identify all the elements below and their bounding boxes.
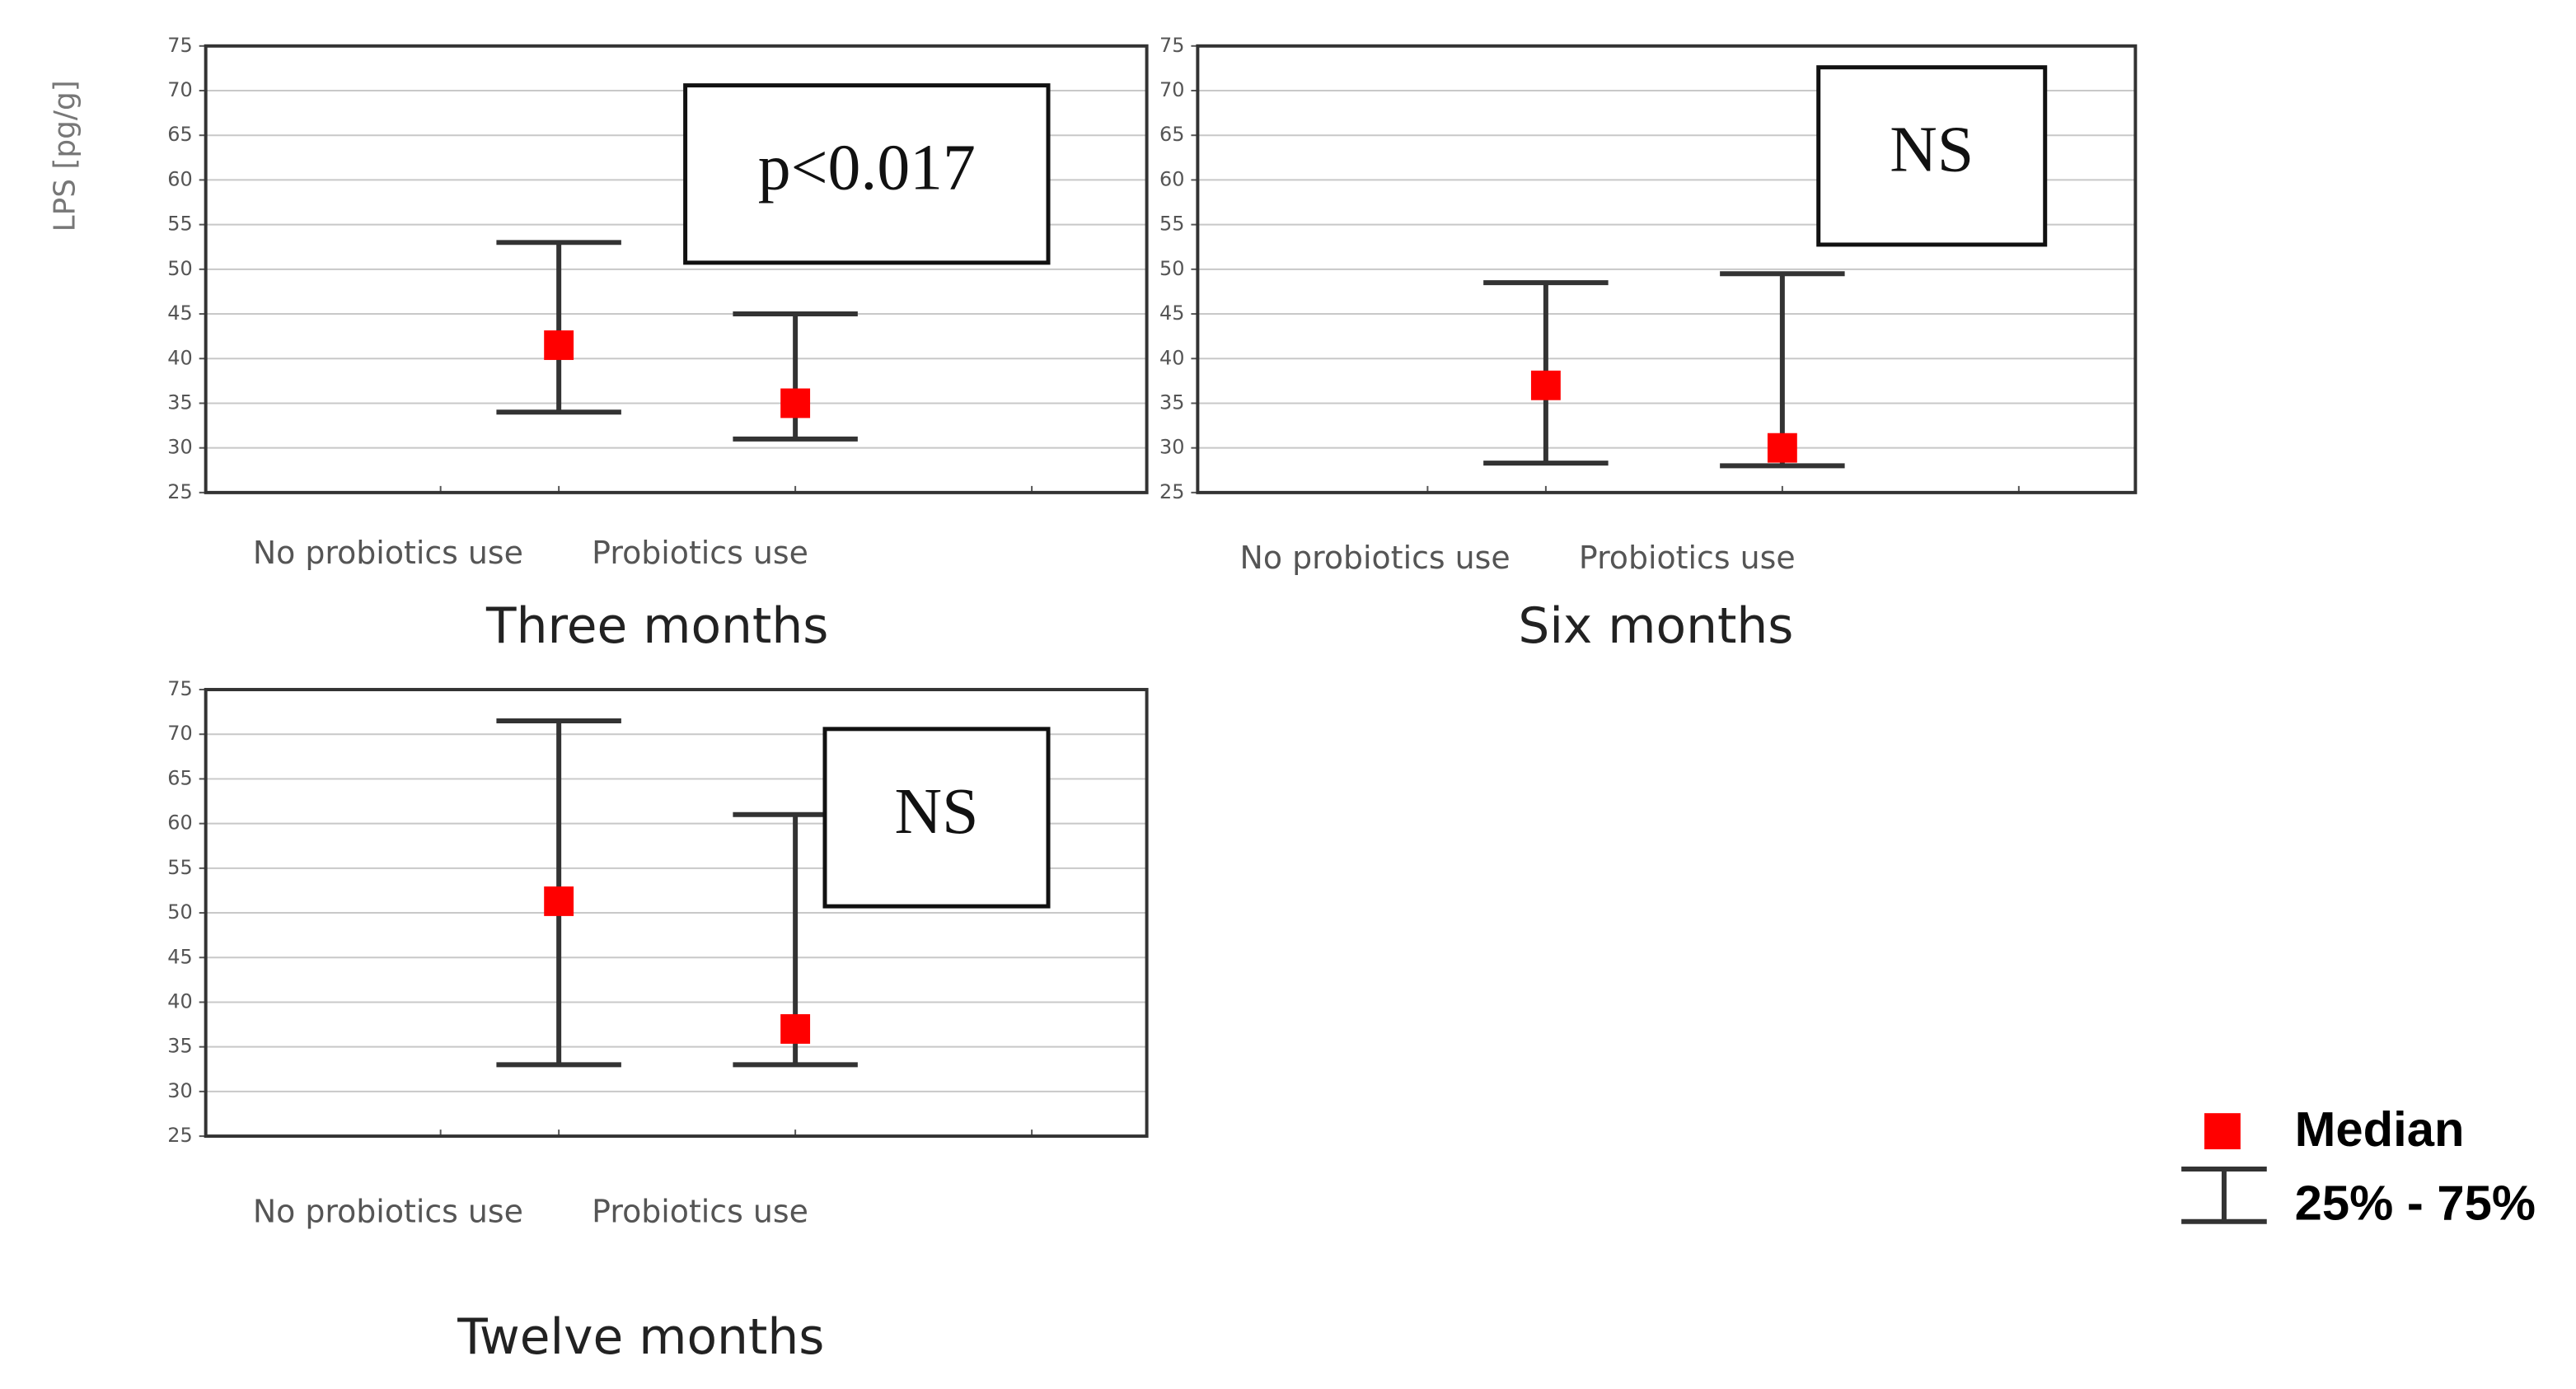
y-tick-label: 60: [1159, 167, 1184, 190]
y-tick-label: 30: [167, 436, 192, 459]
y-tick-label: 55: [1159, 213, 1184, 236]
median-marker: [780, 388, 811, 419]
category-label: Probiotics use: [592, 1193, 808, 1229]
annotation: p<0.017: [758, 132, 976, 204]
median-marker: [544, 886, 574, 916]
y-tick-label: 75: [1159, 34, 1184, 57]
category-label: No probiotics use: [253, 535, 523, 571]
y-tick-label: 70: [1159, 78, 1184, 101]
panel-title: Six months: [1518, 598, 1793, 655]
y-tick-label: 35: [1159, 391, 1184, 414]
legend-median-label: Median: [2295, 1101, 2465, 1157]
annotation-box: [683, 83, 1051, 265]
y-tick-label: 25: [167, 1124, 192, 1147]
category-label: Probiotics use: [592, 535, 808, 571]
y-tick-label: 65: [167, 766, 192, 789]
y-axis-label: LPS [pg/g]: [48, 80, 82, 232]
annotation: NS: [1890, 114, 1974, 186]
y-tick-label: 30: [1159, 436, 1184, 459]
panel-title: Three months: [485, 598, 828, 655]
panel-title: Twelve months: [457, 1309, 824, 1366]
y-tick-label: 75: [167, 34, 192, 57]
median-marker: [780, 1014, 811, 1044]
y-tick-label: 45: [1159, 302, 1184, 325]
y-tick-label: 30: [167, 1079, 192, 1102]
category-label: No probiotics use: [1240, 540, 1510, 576]
plot-frame: [1196, 44, 2138, 494]
y-tick-label: 65: [167, 123, 192, 146]
category-label: Probiotics use: [1579, 540, 1796, 576]
y-tick-label: 55: [167, 213, 192, 236]
median-marker: [1530, 370, 1561, 400]
y-tick-label: 75: [167, 677, 192, 700]
y-tick-label: 35: [167, 391, 192, 414]
plot-frame: [204, 44, 1149, 494]
median-marker: [1767, 433, 1797, 463]
y-tick-label: 50: [167, 900, 192, 924]
y-tick-label: 55: [167, 856, 192, 879]
annotation: NS: [895, 775, 979, 848]
median-marker: [544, 330, 574, 360]
legend-median-swatch: [2204, 1113, 2241, 1150]
annotation-box: [822, 727, 1051, 909]
y-tick-label: 50: [167, 257, 192, 280]
y-tick-label: 35: [167, 1035, 192, 1058]
y-tick-label: 50: [1159, 257, 1184, 280]
y-tick-label: 60: [167, 811, 192, 835]
annotation-box: [1816, 65, 2048, 247]
y-tick-label: 70: [167, 78, 192, 101]
y-tick-label: 70: [167, 722, 192, 745]
y-tick-label: 60: [167, 167, 192, 190]
y-tick-label: 25: [1159, 480, 1184, 503]
y-tick-label: 40: [167, 346, 192, 369]
y-tick-label: 40: [1159, 346, 1184, 369]
y-tick-label: 45: [167, 302, 192, 325]
y-tick-label: 65: [1159, 123, 1184, 146]
y-tick-label: 40: [167, 989, 192, 1013]
legend-range-label: 25% - 75%: [2295, 1176, 2536, 1231]
y-tick-label: 25: [167, 480, 192, 503]
y-tick-label: 45: [167, 945, 192, 968]
plot-frame: [204, 688, 1149, 1139]
category-label: No probiotics use: [253, 1193, 523, 1229]
